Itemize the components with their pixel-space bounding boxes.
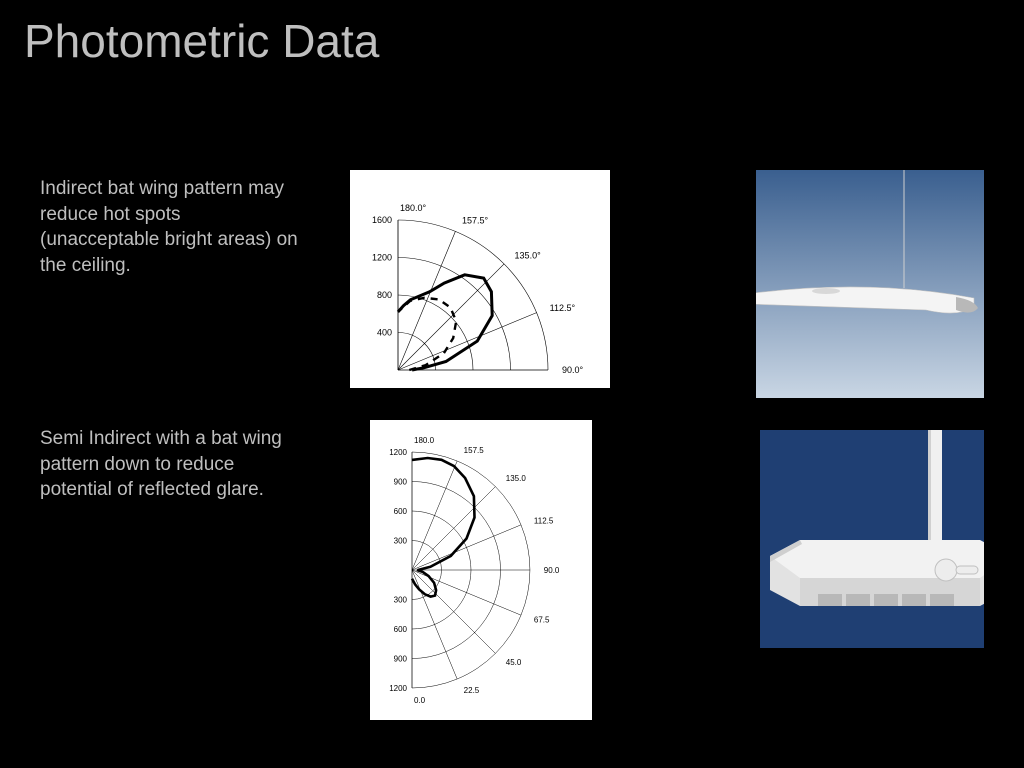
svg-text:600: 600 [394, 625, 408, 634]
svg-text:900: 900 [394, 655, 408, 664]
desc-semi-indirect: Semi Indirect with a bat wing pattern do… [40, 420, 300, 503]
svg-text:1200: 1200 [389, 684, 407, 693]
fixture-photo-semi-indirect [760, 430, 984, 648]
svg-text:1200: 1200 [372, 253, 392, 263]
svg-text:135.0°: 135.0° [515, 250, 542, 260]
row-semi-indirect: Semi Indirect with a bat wing pattern do… [40, 420, 984, 720]
desc-indirect: Indirect bat wing pattern may reduce hot… [40, 170, 300, 279]
svg-text:157.5°: 157.5° [462, 215, 489, 225]
svg-text:180.0°: 180.0° [400, 203, 427, 213]
svg-text:180.0: 180.0 [414, 436, 435, 445]
svg-text:1200: 1200 [389, 448, 407, 457]
svg-text:800: 800 [377, 290, 392, 300]
svg-text:67.5: 67.5 [534, 616, 550, 625]
fixture-photo-indirect [756, 170, 984, 398]
svg-text:112.5°: 112.5° [550, 303, 576, 313]
page-title: Photometric Data [24, 14, 379, 68]
svg-text:300: 300 [394, 596, 408, 605]
svg-text:45.0: 45.0 [506, 658, 522, 667]
svg-text:135.0: 135.0 [506, 474, 527, 483]
polar-chart-semi-indirect: 300 300 600 600 900 900 1200 1200 90.0 112.5 135.0… [370, 420, 592, 720]
svg-text:1600: 1600 [372, 215, 392, 225]
polar-chart-indirect: 400 800 1200 1600 90.0° 112.5° 135.0° 157.5° 180… [350, 170, 610, 388]
svg-text:90.0: 90.0 [544, 566, 560, 575]
svg-text:900: 900 [394, 478, 408, 487]
svg-text:400: 400 [377, 328, 392, 338]
svg-text:90.0°: 90.0° [562, 365, 584, 375]
row-indirect: Indirect bat wing pattern may reduce hot… [40, 170, 984, 398]
svg-text:22.5: 22.5 [464, 686, 480, 695]
svg-text:112.5: 112.5 [534, 516, 554, 525]
svg-text:157.5: 157.5 [464, 446, 485, 455]
svg-text:0.0: 0.0 [414, 696, 426, 705]
svg-text:300: 300 [394, 537, 408, 546]
svg-text:600: 600 [394, 507, 408, 516]
